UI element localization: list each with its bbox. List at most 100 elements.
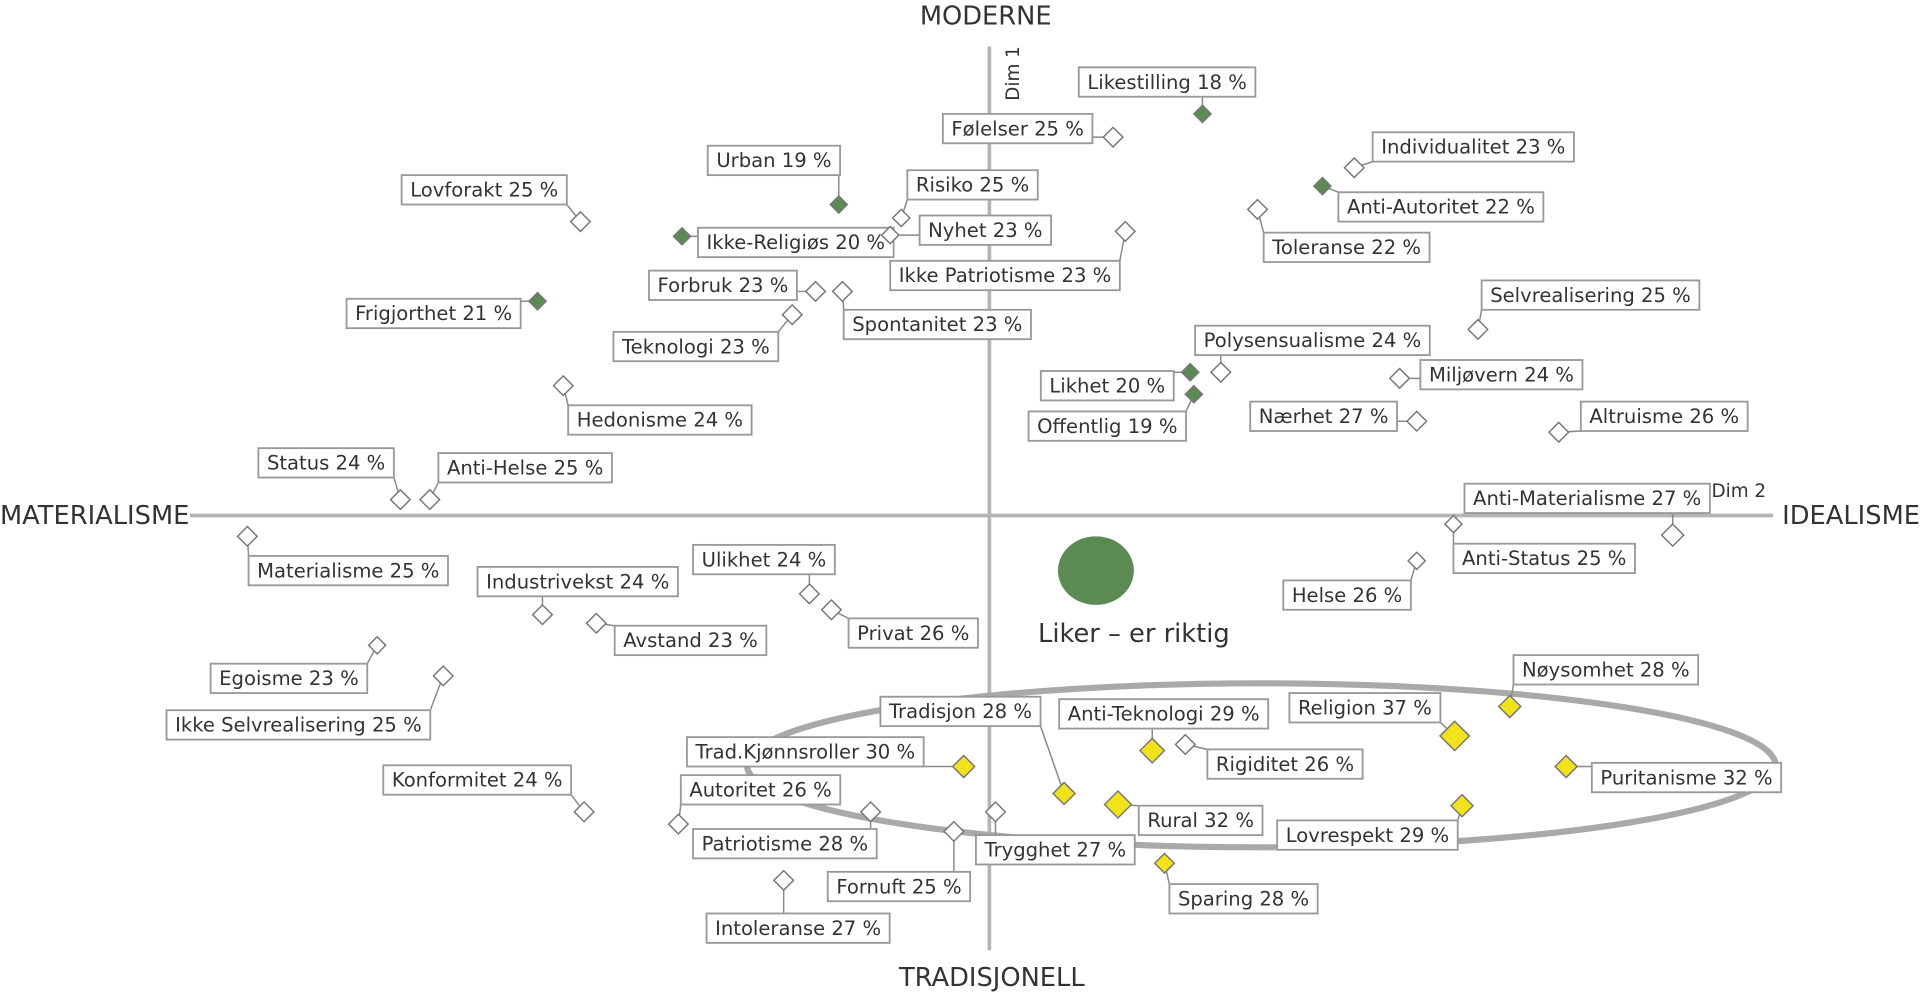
label-box: [345, 297, 522, 330]
item: Egoisme 23 %: [209, 635, 387, 694]
item-label: Materialisme 25 %: [257, 559, 439, 582]
label-box: [476, 566, 679, 598]
item: Likestilling 18 %: [1077, 66, 1257, 124]
item-label: Ikke-Religiøs 20 %: [707, 231, 886, 254]
item-label: Fornuft 25 %: [836, 875, 961, 898]
item: Teknologi 23 %: [612, 303, 804, 363]
diamond-marker: [1246, 198, 1269, 221]
item: Patriotisme 28 %: [692, 801, 882, 860]
diamond-marker: [432, 665, 455, 687]
item: Offentlig 19 %: [1027, 384, 1204, 442]
item-label: Avstand 23 %: [623, 629, 758, 652]
diamond-marker: [891, 208, 911, 228]
diamond-marker: [1153, 852, 1176, 875]
label-box: [1077, 66, 1257, 98]
diamond-marker: [1547, 421, 1570, 444]
item: Selvrealisering 25 %: [1467, 279, 1701, 341]
label-box: [1579, 400, 1749, 432]
item: Nærhet 27 %: [1249, 400, 1428, 433]
label-box: [437, 452, 613, 484]
label-box: [613, 624, 768, 657]
item-label: Likhet 20 %: [1049, 374, 1165, 397]
label-box: [826, 870, 972, 903]
diamond-marker: [831, 280, 854, 303]
item: Religion 37 %: [1288, 692, 1471, 752]
item-label: Nærhet 27 %: [1259, 405, 1389, 428]
label-box: [1137, 804, 1264, 837]
diamond-marker: [389, 488, 412, 511]
item-label: Risiko 25 %: [916, 174, 1029, 197]
item: Hedonisme 24 %: [552, 374, 753, 436]
item: Tradisjon 28 %: [879, 695, 1077, 806]
label-box: [705, 912, 891, 944]
label-box: [257, 447, 395, 479]
item-label: Puritanisme 32 %: [1600, 766, 1772, 789]
label-box: [847, 617, 979, 649]
item-label: Trad.Kjønnsroller 30 %: [695, 741, 916, 764]
label-box: [889, 259, 1121, 292]
label-box: [1276, 819, 1459, 851]
item: Ikke-Religiøs 20 %: [672, 226, 895, 259]
item-label: Lovrespekt 29 %: [1286, 824, 1449, 847]
label-box: [1282, 579, 1412, 611]
item-label: Anti-Status 25 %: [1462, 547, 1626, 570]
diamond-marker: [573, 801, 595, 823]
label-box: [1194, 324, 1431, 357]
label-box: [209, 662, 369, 694]
label-box: [1480, 279, 1701, 311]
item: Autoritet 26 %: [667, 774, 842, 835]
diamond-marker: [1660, 523, 1685, 548]
diamond-marker: [1103, 789, 1133, 819]
item: Rural 32 %: [1103, 789, 1264, 837]
item-label: Selvrealisering 25 %: [1490, 284, 1691, 307]
item-label: Konformitet 24 %: [392, 769, 563, 792]
item: Spontanitet 23 %: [831, 280, 1032, 341]
item: Individualitet 23 %: [1343, 131, 1575, 179]
label-box: [567, 404, 753, 436]
diamond-marker: [585, 612, 608, 635]
item: Nøysomhet 28 %: [1497, 654, 1700, 719]
item: Lovforakt 25 %: [400, 174, 592, 233]
diamond-marker: [1102, 126, 1124, 148]
axis-bottom-label: TRADISJONELL: [898, 963, 1085, 993]
label-box: [1452, 542, 1636, 574]
item-label: Individualitet 23 %: [1381, 136, 1565, 159]
item-label: Helse 26 %: [1292, 584, 1402, 607]
item-label: Ulikhet 24 %: [702, 548, 827, 571]
diamond-marker: [829, 194, 849, 215]
item: Likhet 20 %: [1039, 362, 1200, 402]
label-box: [906, 169, 1039, 201]
diamond-marker: [1114, 220, 1137, 243]
item-label: Urban 19 %: [716, 149, 831, 172]
leader-line: [1039, 725, 1065, 794]
diamond-marker: [236, 525, 259, 548]
label-box: [247, 554, 449, 587]
diamond-marker: [552, 374, 575, 397]
item-label: Religion 37 %: [1298, 696, 1432, 719]
dim2-label: Dim 2: [1711, 481, 1766, 502]
item: Forbruk 23 %: [648, 269, 827, 303]
item: Ikke Patriotisme 23 %: [889, 220, 1137, 292]
diamond-marker: [667, 813, 690, 835]
items: Likestilling 18 %Følelser 25 % Urban 19 %…: [165, 66, 1783, 944]
item: Rigiditet 26 %: [1174, 733, 1364, 780]
item-label: Status 24 %: [267, 452, 385, 475]
label-box: [382, 764, 573, 796]
item: Ulikhet 24 %: [692, 543, 836, 605]
item: Anti-Autoritet 22 %: [1312, 176, 1545, 223]
label-box: [1206, 748, 1364, 780]
axis-right-label: IDEALISME: [1782, 501, 1920, 531]
label-box: [879, 695, 1042, 728]
item-label: Rigiditet 26 %: [1216, 753, 1354, 776]
item: Industrivekst 24 %: [476, 566, 679, 626]
label-box: [686, 736, 925, 768]
item-label: Teknologi 23 %: [621, 335, 770, 358]
item-label: Trygghet 27 %: [983, 839, 1126, 862]
label-box: [692, 828, 878, 860]
item-label: Ikke Patriotisme 23 %: [899, 264, 1111, 287]
legend-label: Liker – er riktig: [1038, 619, 1230, 649]
diamond-marker: [880, 225, 900, 245]
label-box: [165, 709, 432, 741]
item-label: Tradisjon 28 %: [888, 700, 1032, 723]
